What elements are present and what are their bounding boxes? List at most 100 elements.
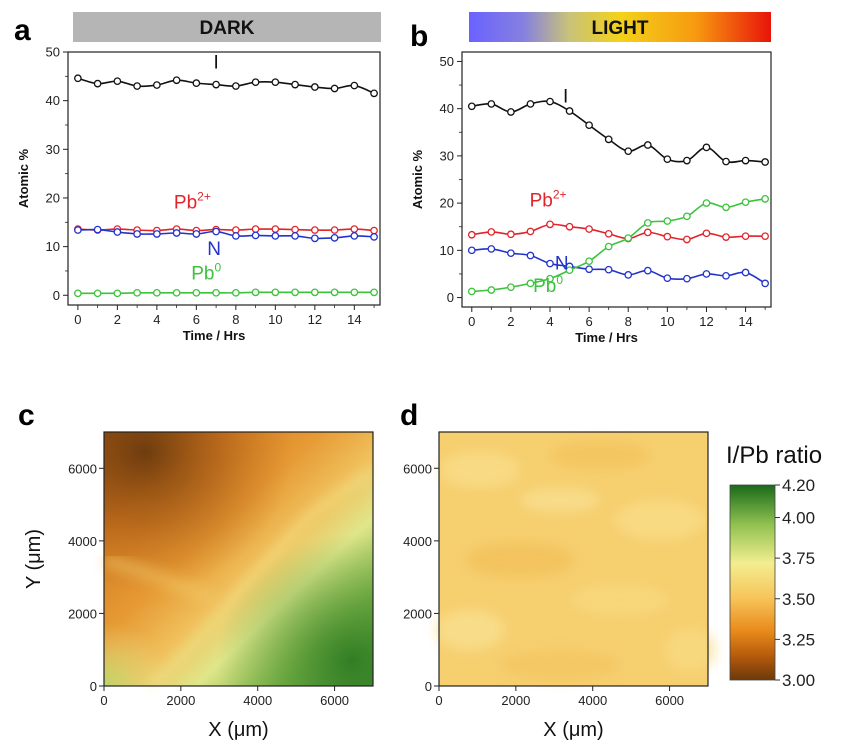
series-label-b-I: I (563, 87, 568, 108)
hm-x-tick-label-c-0: 0 (100, 693, 107, 708)
hm-x-tick-label-c-4000: 4000 (243, 693, 272, 708)
point-a-I-9 (251, 78, 260, 87)
point-a-I-7 (212, 80, 220, 89)
point-a-Pb0-10 (271, 288, 280, 297)
point-b-N-14 (741, 268, 750, 277)
x-tick-label-a-6: 6 (193, 312, 200, 327)
x-tick-label-b-6: 6 (586, 314, 593, 329)
y-tick-label-b-50: 50 (440, 54, 454, 69)
point-b-Pb2plus-14 (741, 232, 750, 241)
dark-banner-label: DARK (200, 18, 255, 39)
y-tick-label-a-20: 20 (46, 190, 60, 205)
point-b-Pb0-5 (565, 266, 574, 275)
x-tick-label-b-10: 10 (660, 314, 674, 329)
point-b-Pb2plus-9 (643, 228, 652, 237)
heatmap-c (102, 431, 376, 689)
point-b-I-13 (722, 157, 730, 166)
point-a-I-10 (271, 78, 280, 87)
y-tick-label-b-30: 30 (440, 148, 454, 163)
point-b-Pb2plus-7 (604, 229, 613, 238)
point-b-N-11 (683, 274, 691, 283)
point-b-I-12 (702, 143, 711, 152)
point-a-Pb0-14 (350, 288, 359, 297)
series-line-a-I (77, 77, 375, 95)
y-tick-label-b-10: 10 (440, 243, 454, 258)
panel-letter-b: b (410, 20, 428, 53)
hm-y-tick-label-d-6000: 6000 (403, 461, 432, 476)
x-tick-label-a-2: 2 (114, 312, 121, 327)
point-a-N-10 (271, 232, 280, 240)
point-a-Pb0-2 (113, 289, 122, 298)
hm-y-tick-label-d-0: 0 (425, 679, 432, 694)
series-label-a-Pb2plus: Pb2+ (174, 190, 211, 214)
point-a-N-1 (93, 225, 102, 234)
point-b-I-2 (507, 108, 515, 116)
x-tick-label-a-8: 8 (232, 312, 239, 327)
point-a-Pb2plus-10 (271, 225, 280, 233)
point-b-N-0 (467, 246, 476, 255)
point-a-Pb0-5 (172, 288, 181, 297)
point-b-Pb2plus-12 (702, 229, 711, 238)
point-a-Pb0-3 (133, 288, 141, 297)
hm-y-tick-label-d-4000: 4000 (403, 534, 432, 549)
plot-frame-b (461, 51, 772, 308)
point-b-Pb2plus-10 (663, 232, 672, 241)
hm-x-tick-label-d-6000: 6000 (655, 693, 684, 708)
point-b-N-10 (663, 274, 672, 283)
x-tick-label-b-2: 2 (507, 314, 514, 329)
colorbar-title: I/Pb ratio (726, 442, 822, 469)
point-b-I-11 (683, 156, 691, 165)
panel-letter-c: c (18, 399, 35, 432)
y-tick-label-b-20: 20 (440, 196, 454, 211)
series-line-b-Pb0 (471, 198, 766, 293)
point-b-N-8 (624, 271, 633, 279)
point-b-N-7 (604, 265, 613, 274)
x-tick-label-a-4: 4 (153, 312, 160, 327)
series-label-b-N: N (555, 254, 569, 275)
point-b-I-0 (467, 102, 476, 111)
point-b-Pb2plus-5 (565, 222, 574, 231)
y-axis-label-a: Atomic % (16, 148, 31, 208)
point-b-Pb2plus-0 (467, 230, 476, 239)
hm-x-tick-label-c-2000: 2000 (166, 693, 195, 708)
y-tick-label-a-30: 30 (46, 142, 60, 157)
point-a-I-4 (153, 81, 161, 89)
series-label-a-N: N (207, 239, 221, 260)
point-b-I-1 (487, 100, 496, 108)
series-label-a-Pb0: Pb0 (191, 261, 221, 285)
point-a-I-5 (172, 76, 181, 85)
hm-y-tick-label-c-0: 0 (90, 679, 97, 694)
x-tick-label-a-0: 0 (74, 312, 81, 327)
point-a-N-8 (231, 232, 240, 240)
point-b-Pb0-12 (702, 199, 711, 207)
panel-letter-d: d (400, 399, 418, 432)
point-a-Pb0-11 (291, 288, 299, 297)
point-a-Pb0-0 (74, 289, 82, 298)
point-a-Pb2plus-14 (350, 225, 359, 233)
point-a-I-15 (370, 89, 378, 98)
x-tick-label-a-14: 14 (347, 312, 361, 327)
x-tick-label-b-0: 0 (468, 314, 475, 329)
point-b-Pb2plus-3 (526, 227, 535, 236)
panel-letter-a: a (14, 14, 31, 47)
y-tick-label-a-40: 40 (46, 93, 60, 108)
dark-banner (73, 12, 381, 42)
hm-x-tick-label-d-4000: 4000 (578, 693, 607, 708)
point-b-Pb0-7 (604, 242, 613, 251)
point-a-Pb0-15 (370, 288, 378, 297)
y-axis-label-b: Atomic % (410, 149, 425, 209)
point-b-N-4 (546, 259, 554, 268)
point-b-Pb2plus-13 (722, 233, 730, 241)
point-a-I-1 (93, 79, 102, 88)
point-b-N-13 (722, 271, 730, 280)
point-b-N-1 (487, 245, 496, 253)
point-a-Pb0-13 (330, 288, 339, 297)
point-b-Pb2plus-11 (683, 235, 691, 244)
chart-b: 0 2 4 6 8 10 12 14 0 10 20 30 40 50 Time / Hrs Atomic %… (410, 51, 772, 345)
point-b-Pb0-3 (526, 279, 535, 288)
point-a-I-6 (192, 79, 201, 87)
light-banner (469, 12, 771, 42)
series-line-a-Pb2plus (77, 228, 375, 232)
x-axis-label-b: Time / Hrs (575, 330, 638, 345)
point-b-I-4 (546, 97, 554, 106)
